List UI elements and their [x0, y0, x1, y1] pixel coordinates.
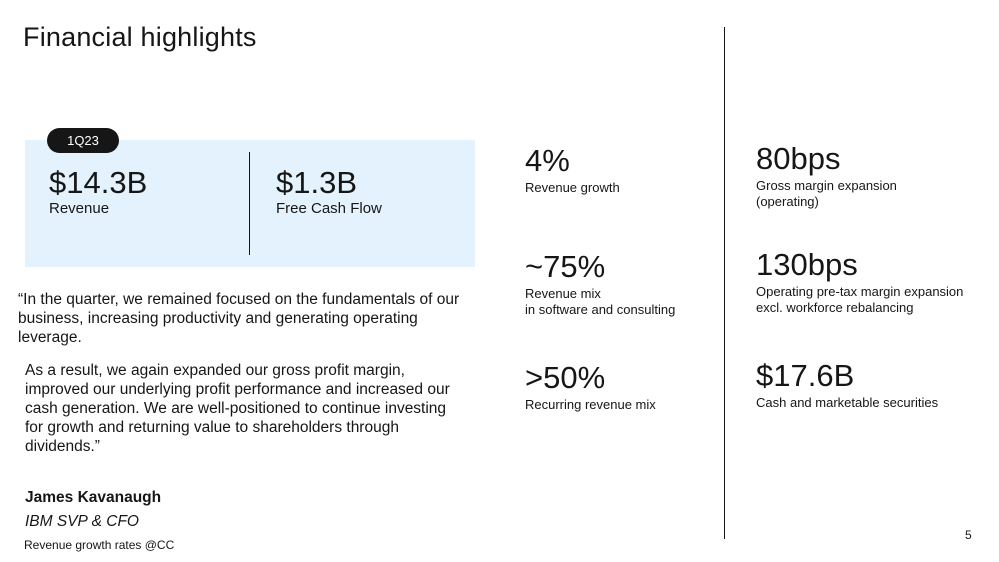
metric-value: 4% — [525, 143, 570, 178]
metric-value: $17.6B — [756, 358, 855, 393]
period-badge: 1Q23 — [47, 128, 119, 153]
author-name: James Kavanaugh — [25, 489, 162, 506]
metric-value: ~75% — [525, 249, 606, 284]
box-divider — [249, 152, 250, 255]
metric-label-line-2: excl. workforce rebalancing — [756, 300, 914, 315]
column-divider — [724, 27, 725, 539]
author-title: IBM SVP & CFO — [25, 513, 139, 530]
metric-label-line-1: Operating pre-tax margin expansion — [756, 284, 964, 299]
quote-paragraph-1: “In the quarter, we remained focused on … — [18, 291, 460, 346]
cfo-quote: “In the quarter, we remained focused on … — [18, 290, 468, 470]
footnote: Revenue growth rates @CC — [24, 538, 175, 552]
metric-value: 80bps — [756, 141, 841, 176]
metric-label-line-1: Gross margin expansion — [756, 178, 897, 193]
metric-revenue-growth: 4% Revenue growth — [525, 145, 620, 196]
metric-gross-margin: 80bps Gross margin expansion (operating) — [756, 143, 897, 210]
quote-paragraph-2: As a result, we again expanded our gross… — [25, 362, 450, 455]
metric-revenue-mix: ~75% Revenue mix in software and consult… — [525, 251, 675, 318]
metric-cash: $17.6B Cash and marketable securities — [756, 360, 938, 411]
revenue-label: Revenue — [49, 200, 110, 217]
metric-label-line-1: Revenue mix — [525, 286, 601, 301]
fcf-stat: $1.3B Free Cash Flow — [276, 166, 382, 218]
page-number: 5 — [965, 528, 972, 542]
revenue-stat: $14.3B Revenue — [49, 166, 147, 218]
metric-label: Revenue growth — [525, 180, 620, 195]
revenue-value: $14.3B — [49, 165, 148, 200]
metric-value: 130bps — [756, 247, 858, 282]
fcf-label: Free Cash Flow — [276, 200, 382, 217]
fcf-value: $1.3B — [276, 165, 358, 200]
metric-label: Cash and marketable securities — [756, 395, 939, 410]
metric-label: Gross margin expansion (operating) — [756, 178, 897, 210]
metric-label-line-2: in software and consulting — [525, 302, 676, 317]
metric-recurring-revenue: >50% Recurring revenue mix — [525, 362, 656, 413]
metric-label: Recurring revenue mix — [525, 397, 656, 412]
page-title: Financial highlights — [23, 22, 257, 52]
metric-label: Operating pre-tax margin expansion excl.… — [756, 284, 963, 316]
metric-label: Revenue mix in software and consulting — [525, 286, 675, 318]
metric-label-line-2: (operating) — [756, 194, 819, 209]
metric-pretax-margin: 130bps Operating pre-tax margin expansio… — [756, 249, 963, 316]
highlight-box — [25, 140, 475, 267]
metric-value: >50% — [525, 360, 606, 395]
